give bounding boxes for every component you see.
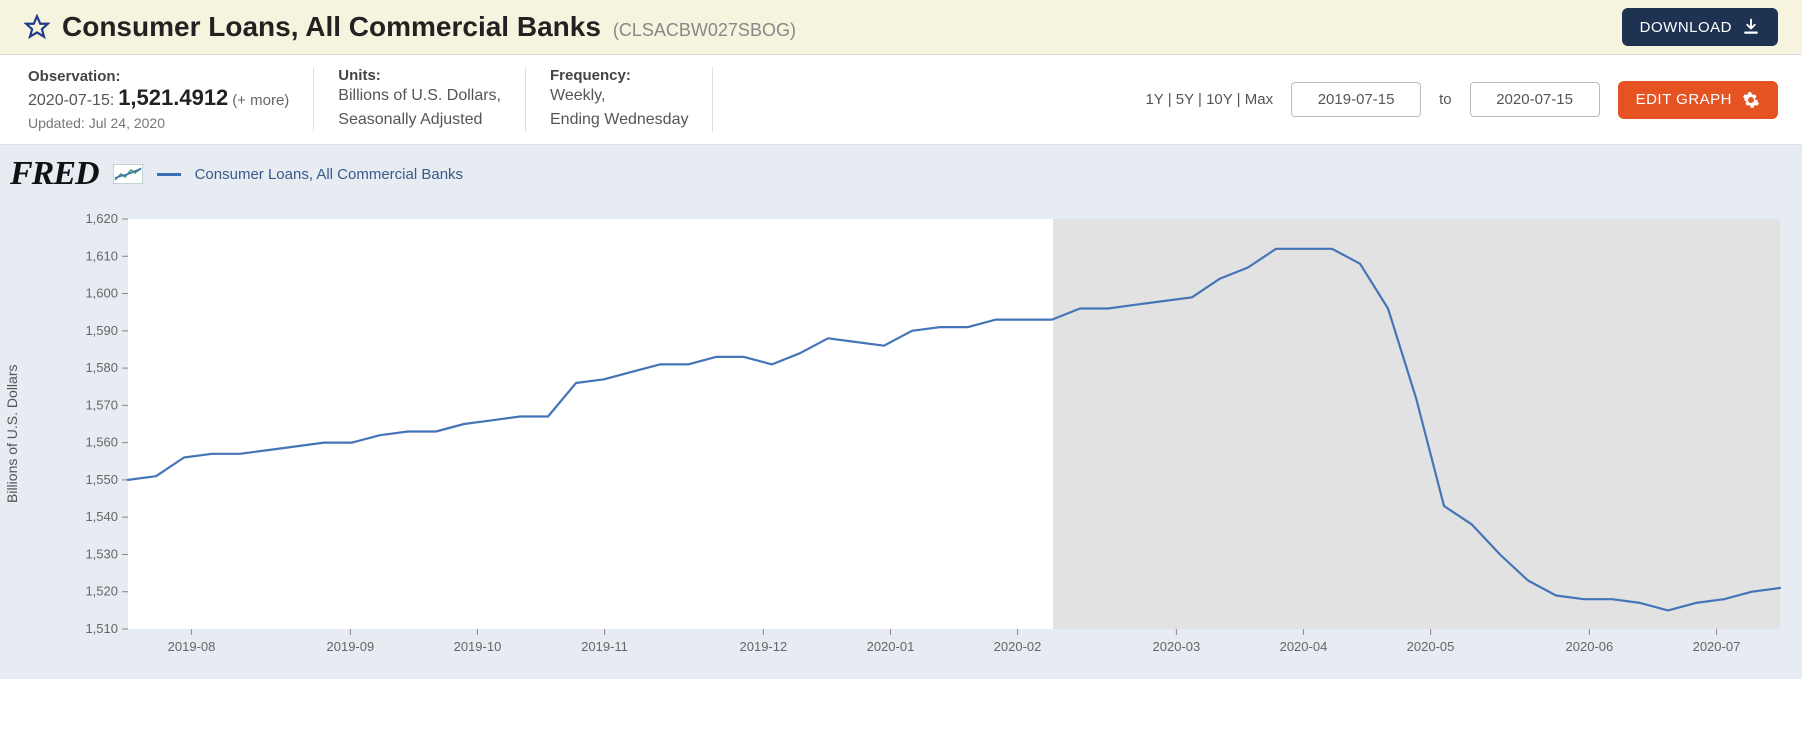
svg-text:1,510: 1,510	[85, 621, 118, 636]
fred-logo: FRED	[10, 155, 99, 193]
frequency-label: Frequency:	[550, 67, 688, 84]
updated-label: Updated:	[28, 115, 85, 131]
line-chart[interactable]: 1,510 1,520 1,530 1,540 1,550 1,560 1,570 1,580…	[38, 199, 1790, 669]
units-label: Units:	[338, 67, 501, 84]
legend-row: FRED Consumer Loans, All Commercial Bank…	[0, 151, 1802, 199]
observation-block: Observation: 2020-07-15: 1,521.4912 (+ m…	[24, 68, 314, 131]
svg-text:2020-02: 2020-02	[994, 639, 1042, 654]
svg-text:2020-05: 2020-05	[1407, 639, 1455, 654]
range-max[interactable]: Max	[1245, 91, 1273, 108]
date-start-input[interactable]	[1291, 82, 1421, 117]
download-button[interactable]: DOWNLOAD	[1622, 8, 1778, 46]
svg-text:1,560: 1,560	[85, 435, 118, 450]
svg-text:2019-09: 2019-09	[327, 639, 375, 654]
favorite-star-icon[interactable]	[24, 14, 50, 40]
svg-text:1,580: 1,580	[85, 360, 118, 375]
range-1y[interactable]: 1Y	[1145, 91, 1163, 108]
svg-text:2020-01: 2020-01	[867, 639, 915, 654]
edit-graph-label: EDIT GRAPH	[1636, 91, 1732, 108]
svg-text:1,530: 1,530	[85, 546, 118, 561]
date-end-input[interactable]	[1470, 82, 1600, 117]
observation-date: 2020-07-15:	[28, 92, 114, 109]
legend-series-label[interactable]: Consumer Loans, All Commercial Banks	[195, 166, 463, 183]
download-label: DOWNLOAD	[1640, 19, 1732, 36]
svg-text:1,550: 1,550	[85, 472, 118, 487]
date-to-label: to	[1439, 91, 1452, 108]
title-left: Consumer Loans, All Commercial Banks (CL…	[24, 11, 796, 43]
range-presets: 1Y | 5Y | 10Y | Max	[1145, 91, 1273, 108]
range-10y[interactable]: 10Y	[1206, 91, 1232, 108]
svg-text:2020-04: 2020-04	[1280, 639, 1328, 654]
range-5y[interactable]: 5Y	[1176, 91, 1194, 108]
series-title: Consumer Loans, All Commercial Banks	[62, 11, 601, 43]
svg-text:1,520: 1,520	[85, 584, 118, 599]
frequency-value-1: Weekly,	[550, 84, 688, 108]
svg-text:1,600: 1,600	[85, 286, 118, 301]
svg-text:1,540: 1,540	[85, 509, 118, 524]
download-icon	[1742, 18, 1760, 36]
svg-text:2019-11: 2019-11	[581, 639, 628, 654]
chart-area: FRED Consumer Loans, All Commercial Bank…	[0, 145, 1802, 679]
svg-text:2019-12: 2019-12	[740, 639, 788, 654]
title-bar: Consumer Loans, All Commercial Banks (CL…	[0, 0, 1802, 55]
series-id: (CLSACBW027SBOG)	[613, 20, 796, 41]
svg-text:1,590: 1,590	[85, 323, 118, 338]
svg-text:2019-10: 2019-10	[454, 639, 502, 654]
observation-value: 1,521.4912	[118, 85, 228, 110]
units-block: Units: Billions of U.S. Dollars, Seasona…	[314, 67, 526, 132]
observation-label: Observation:	[28, 68, 289, 85]
svg-text:2020-03: 2020-03	[1153, 639, 1201, 654]
units-value-2: Seasonally Adjusted	[338, 108, 501, 132]
frequency-block: Frequency: Weekly, Ending Wednesday	[526, 67, 713, 132]
edit-graph-button[interactable]: EDIT GRAPH	[1618, 81, 1778, 119]
frequency-value-2: Ending Wednesday	[550, 108, 688, 132]
y-axis-title: Billions of U.S. Dollars	[0, 199, 38, 669]
svg-text:2020-07: 2020-07	[1693, 639, 1741, 654]
range-controls: 1Y | 5Y | 10Y | Max to EDIT GRAPH	[1145, 81, 1778, 119]
meta-bar: Observation: 2020-07-15: 1,521.4912 (+ m…	[0, 55, 1802, 145]
svg-text:1,620: 1,620	[85, 211, 118, 226]
svg-text:2020-06: 2020-06	[1566, 639, 1614, 654]
units-value-1: Billions of U.S. Dollars,	[338, 84, 501, 108]
chart-wrap: Billions of U.S. Dollars 1,510 1,520 1,530…	[0, 199, 1802, 669]
updated-value: Jul 24, 2020	[89, 115, 165, 131]
svg-text:1,570: 1,570	[85, 397, 118, 412]
gear-icon	[1742, 91, 1760, 109]
mini-chart-icon	[113, 164, 143, 184]
svg-text:1,610: 1,610	[85, 248, 118, 263]
svg-text:2019-08: 2019-08	[168, 639, 216, 654]
observation-more-link[interactable]: (+ more)	[232, 92, 289, 109]
legend-line-icon	[157, 173, 181, 176]
